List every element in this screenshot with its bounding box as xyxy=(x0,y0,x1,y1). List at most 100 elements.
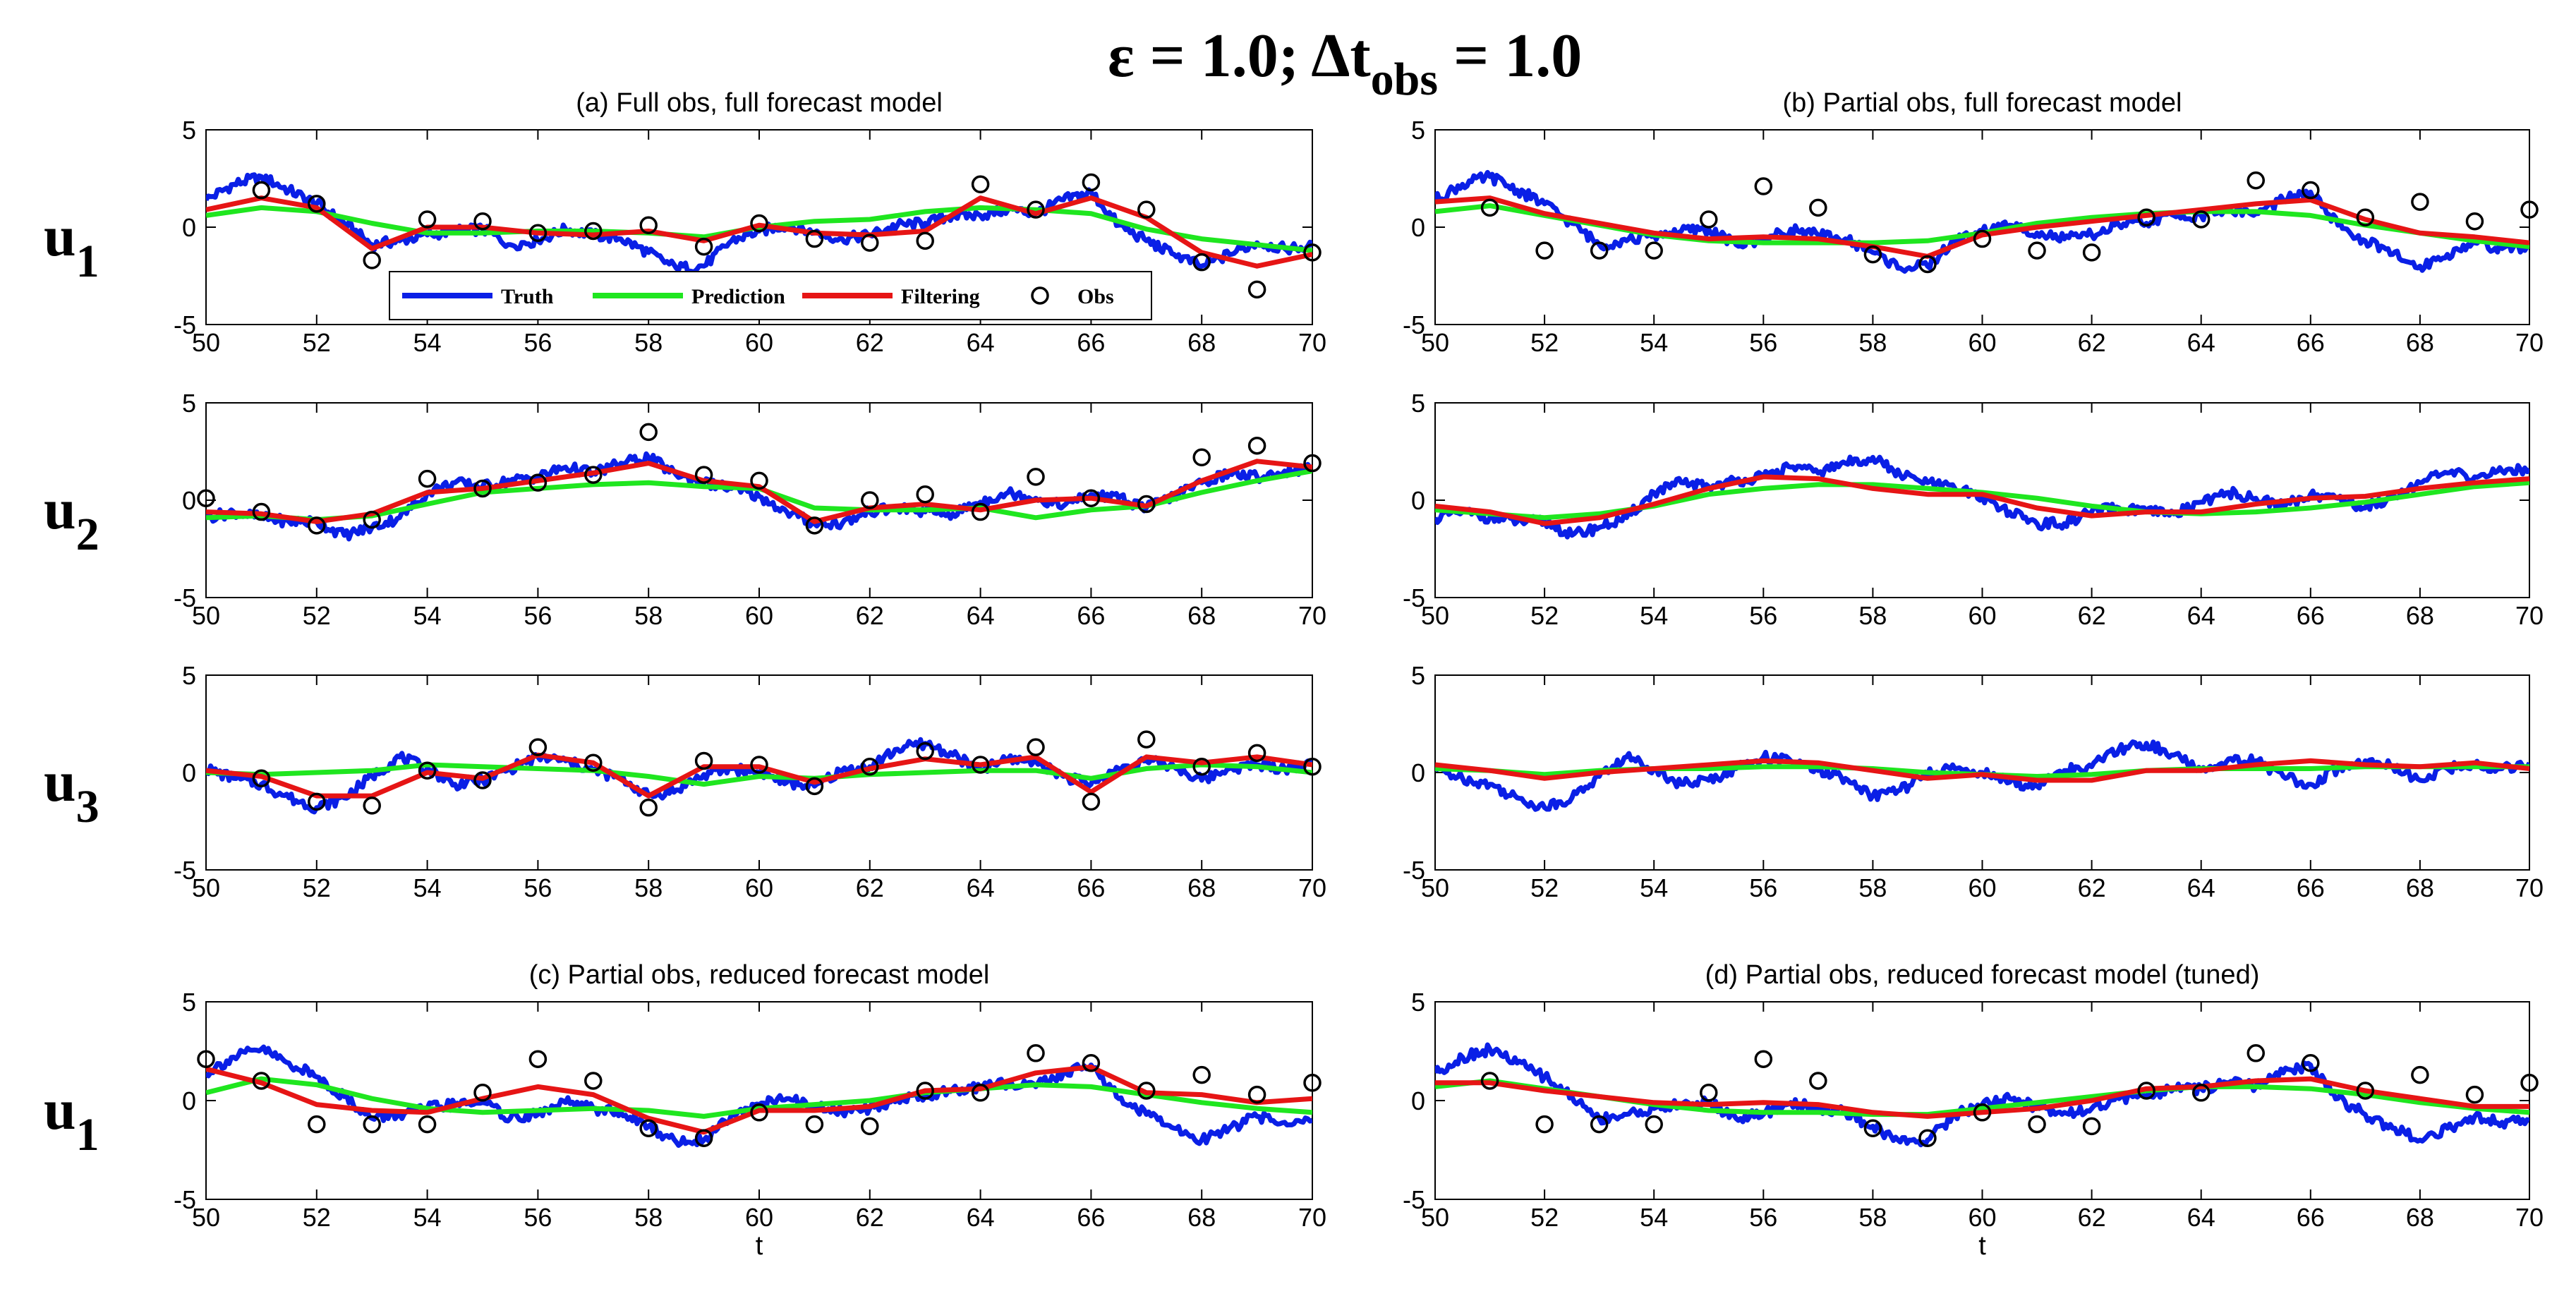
obs-point xyxy=(1082,173,1101,192)
obs-point xyxy=(418,210,437,229)
obs-point xyxy=(694,1129,713,1147)
obs-point xyxy=(2302,181,2320,200)
y-tick-label: 5 xyxy=(182,389,196,418)
y-tick-label: -5 xyxy=(174,583,196,612)
obs-point xyxy=(1973,1103,1992,1122)
legend-label: Prediction xyxy=(691,285,785,308)
series-filtering xyxy=(206,752,1312,799)
y-tick-label: -5 xyxy=(1403,1185,1425,1214)
obs-point xyxy=(639,798,658,817)
obs-point xyxy=(694,237,713,256)
obs-point xyxy=(2302,1054,2320,1072)
obs-point xyxy=(1082,1054,1101,1072)
obs-point xyxy=(971,502,990,521)
obs-point xyxy=(2028,241,2046,260)
obs-point xyxy=(1700,1084,1718,1102)
obs-point xyxy=(1863,1119,1882,1137)
legend-swatch xyxy=(1031,286,1049,305)
legend-box xyxy=(389,271,1152,320)
x-tick-label: 62 xyxy=(856,328,884,357)
x-tick-label: 52 xyxy=(1530,601,1559,630)
obs-point xyxy=(528,473,548,492)
x-tick-label: 62 xyxy=(856,1203,884,1232)
obs-point xyxy=(1247,280,1266,299)
x-tick-label: 54 xyxy=(413,328,442,357)
axes-box xyxy=(205,402,1313,598)
x-tick-label: 68 xyxy=(1187,328,1216,357)
obs-point xyxy=(197,1050,215,1068)
obs-point xyxy=(1535,241,1554,260)
obs-point xyxy=(1303,1074,1322,1092)
series-filtering xyxy=(206,1064,1312,1135)
x-tick-label: 60 xyxy=(745,873,773,902)
legend-item-truth: Truth xyxy=(402,285,554,308)
panel-title-d: (d) Partial obs, reduced forecast model … xyxy=(1705,960,2260,990)
obs-point xyxy=(1137,495,1156,514)
obs-point xyxy=(2356,1082,2375,1100)
x-tick-label: 64 xyxy=(2187,328,2215,357)
row-label-1: u1 xyxy=(44,204,99,287)
x-tick-label: 52 xyxy=(303,1203,331,1232)
obs-point xyxy=(971,756,990,774)
subplot-b-u2: 50 52 54 56 58 60 62 64 66 68 70 -5 0 5 xyxy=(1403,389,2544,630)
obs-point xyxy=(2137,1082,2155,1100)
row-label-3: u3 xyxy=(44,749,99,832)
x-tick-label: 54 xyxy=(1640,601,1668,630)
obs-point xyxy=(1918,255,1937,274)
obs-point xyxy=(639,216,658,234)
x-tick-label: 62 xyxy=(2078,601,2106,630)
x-tick-label: 66 xyxy=(2297,328,2325,357)
obs-point xyxy=(1137,1082,1156,1100)
series-filtering xyxy=(206,459,1312,524)
x-tick-label: 54 xyxy=(413,1203,442,1232)
x-tick-label: 52 xyxy=(1530,873,1559,902)
obs-point xyxy=(1535,1115,1554,1134)
obs-point xyxy=(1754,1050,1773,1068)
obs-point xyxy=(252,502,271,521)
x-tick-label: 62 xyxy=(856,873,884,902)
obs-point xyxy=(2137,208,2155,226)
x-tick-label: 56 xyxy=(1749,601,1777,630)
y-tick-label: 0 xyxy=(182,758,196,787)
x-tick-label: 70 xyxy=(1298,873,1326,902)
x-tick-label: 66 xyxy=(2297,873,2325,902)
obs-point xyxy=(308,516,326,535)
obs-point xyxy=(2247,171,2265,190)
obs-point xyxy=(1303,454,1322,473)
x-tick-label: 66 xyxy=(1077,1203,1105,1232)
x-tick-label: 58 xyxy=(1858,873,1887,902)
obs-point xyxy=(1027,738,1045,756)
y-tick-label: 0 xyxy=(182,213,196,242)
obs-point xyxy=(1590,1115,1609,1134)
x-tick-label: 64 xyxy=(967,873,995,902)
obs-point xyxy=(916,231,934,250)
x-tick-label: 68 xyxy=(2406,1203,2434,1232)
obs-point xyxy=(2520,1074,2539,1092)
obs-point xyxy=(528,1050,548,1068)
obs-point xyxy=(197,489,215,507)
panel-title-a: (a) Full obs, full forecast model xyxy=(576,88,943,118)
obs-point xyxy=(1192,253,1211,272)
obs-point xyxy=(1082,489,1101,507)
obs-point xyxy=(1247,1085,1266,1104)
obs-point xyxy=(473,479,492,498)
x-tick-label: 60 xyxy=(1968,601,1996,630)
obs-point xyxy=(805,516,824,535)
obs-point xyxy=(861,491,879,509)
x-tick-label: 64 xyxy=(2187,873,2215,902)
obs-point xyxy=(528,224,548,243)
obs-point xyxy=(584,753,603,772)
obs-point xyxy=(418,469,437,488)
panel-c: (c) Partial obs, reduced forecast model5… xyxy=(174,960,1326,1261)
series-prediction xyxy=(206,762,1312,787)
subplot-b-u1: 50 52 54 56 58 60 62 64 66 68 70 -5 0 5 xyxy=(1403,116,2544,357)
obs-point xyxy=(694,751,713,770)
x-tick-label: 64 xyxy=(967,328,995,357)
obs-point xyxy=(1480,198,1499,217)
obs-point xyxy=(1973,229,1992,248)
legend-label: Filtering xyxy=(901,285,980,308)
obs-point xyxy=(1809,1072,1827,1090)
x-tick-label: 70 xyxy=(2515,1203,2544,1232)
legend-item-prediction: Prediction xyxy=(593,285,785,308)
x-tick-label: 62 xyxy=(2078,328,2106,357)
